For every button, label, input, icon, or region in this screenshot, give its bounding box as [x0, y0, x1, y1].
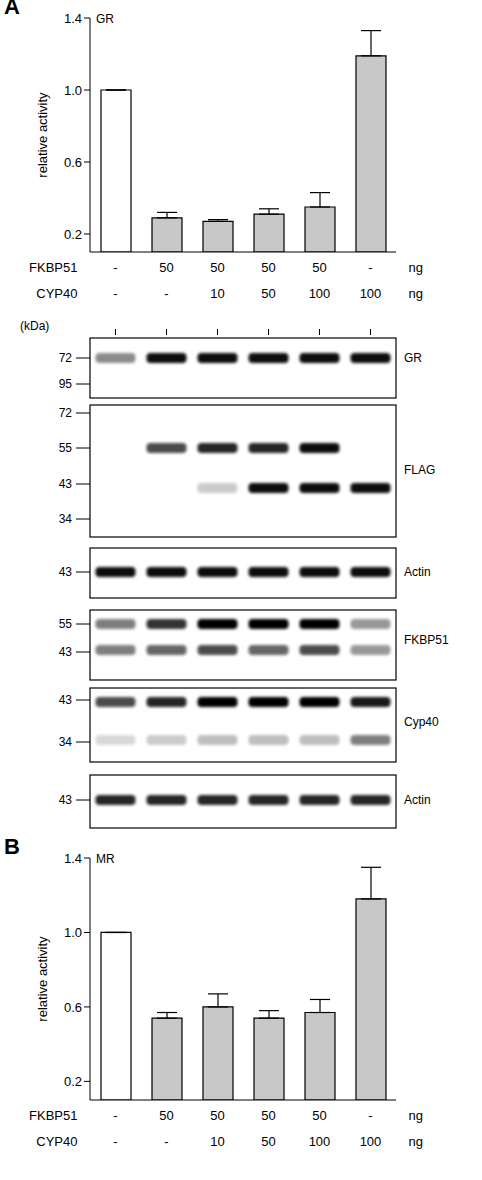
svg-text:55: 55 — [59, 441, 73, 455]
svg-text:FLAG: FLAG — [404, 463, 435, 477]
svg-text:-: - — [113, 286, 117, 301]
svg-text:1.0: 1.0 — [64, 925, 82, 940]
svg-text:43: 43 — [59, 693, 73, 707]
html-text:MR: MR — [96, 852, 115, 866]
svg-text:34: 34 — [59, 735, 73, 749]
svg-text:0.6: 0.6 — [64, 155, 82, 170]
svg-text:-: - — [113, 1108, 117, 1123]
svg-text:50: 50 — [312, 1108, 326, 1123]
svg-text:-: - — [164, 286, 168, 301]
svg-text:1.0: 1.0 — [64, 83, 82, 98]
svg-text:-: - — [368, 1108, 372, 1123]
svg-text:10: 10 — [210, 1134, 224, 1149]
svg-text:CYP40: CYP40 — [36, 286, 77, 301]
svg-text:43: 43 — [59, 477, 73, 491]
svg-text:relative activity: relative activity — [35, 936, 50, 1022]
svg-text:-: - — [113, 260, 117, 275]
svg-text:FKBP51: FKBP51 — [404, 633, 449, 647]
svg-text:relative activity: relative activity — [35, 92, 50, 178]
svg-text:(kDa): (kDa) — [20, 319, 49, 333]
svg-text:55: 55 — [59, 617, 73, 631]
svg-text:ng: ng — [409, 260, 423, 275]
svg-text:34: 34 — [59, 512, 73, 526]
svg-text:ng: ng — [409, 1134, 423, 1149]
svg-text:50: 50 — [261, 286, 275, 301]
svg-text:43: 43 — [59, 645, 73, 659]
svg-text:100: 100 — [360, 286, 382, 301]
svg-text:50: 50 — [210, 1108, 224, 1123]
svg-text:ng: ng — [409, 1108, 423, 1123]
svg-text:43: 43 — [59, 793, 73, 807]
svg-text:100: 100 — [309, 1134, 331, 1149]
svg-text:95: 95 — [59, 377, 73, 391]
svg-text:43: 43 — [59, 565, 73, 579]
svg-text:50: 50 — [261, 260, 275, 275]
svg-text:-: - — [113, 1134, 117, 1149]
svg-text:Actin: Actin — [404, 793, 431, 807]
svg-text:0.2: 0.2 — [64, 1074, 82, 1089]
svg-text:50: 50 — [312, 260, 326, 275]
svg-text:100: 100 — [360, 1134, 382, 1149]
svg-text:CYP40: CYP40 — [36, 1134, 77, 1149]
html-text:B: B — [4, 834, 20, 859]
svg-text:Actin: Actin — [404, 565, 431, 579]
svg-text:50: 50 — [261, 1108, 275, 1123]
svg-text:50: 50 — [261, 1134, 275, 1149]
svg-text:50: 50 — [159, 1108, 173, 1123]
svg-text:1.4: 1.4 — [64, 11, 82, 26]
svg-text:10: 10 — [210, 286, 224, 301]
svg-text:0.2: 0.2 — [64, 227, 82, 242]
svg-text:ng: ng — [409, 286, 423, 301]
svg-text:Cyp40: Cyp40 — [404, 715, 439, 729]
svg-text:1.4: 1.4 — [64, 851, 82, 866]
html-text:GR: GR — [96, 12, 114, 26]
svg-text:50: 50 — [159, 260, 173, 275]
svg-text:100: 100 — [309, 286, 331, 301]
svg-text:FKBP51: FKBP51 — [29, 1108, 77, 1123]
svg-text:72: 72 — [59, 351, 73, 365]
svg-text:GR: GR — [404, 351, 422, 365]
svg-text:0.6: 0.6 — [64, 1000, 82, 1015]
svg-text:FKBP51: FKBP51 — [29, 260, 77, 275]
svg-text:72: 72 — [59, 406, 73, 420]
svg-text:50: 50 — [210, 260, 224, 275]
svg-text:-: - — [368, 260, 372, 275]
svg-text:-: - — [164, 1134, 168, 1149]
